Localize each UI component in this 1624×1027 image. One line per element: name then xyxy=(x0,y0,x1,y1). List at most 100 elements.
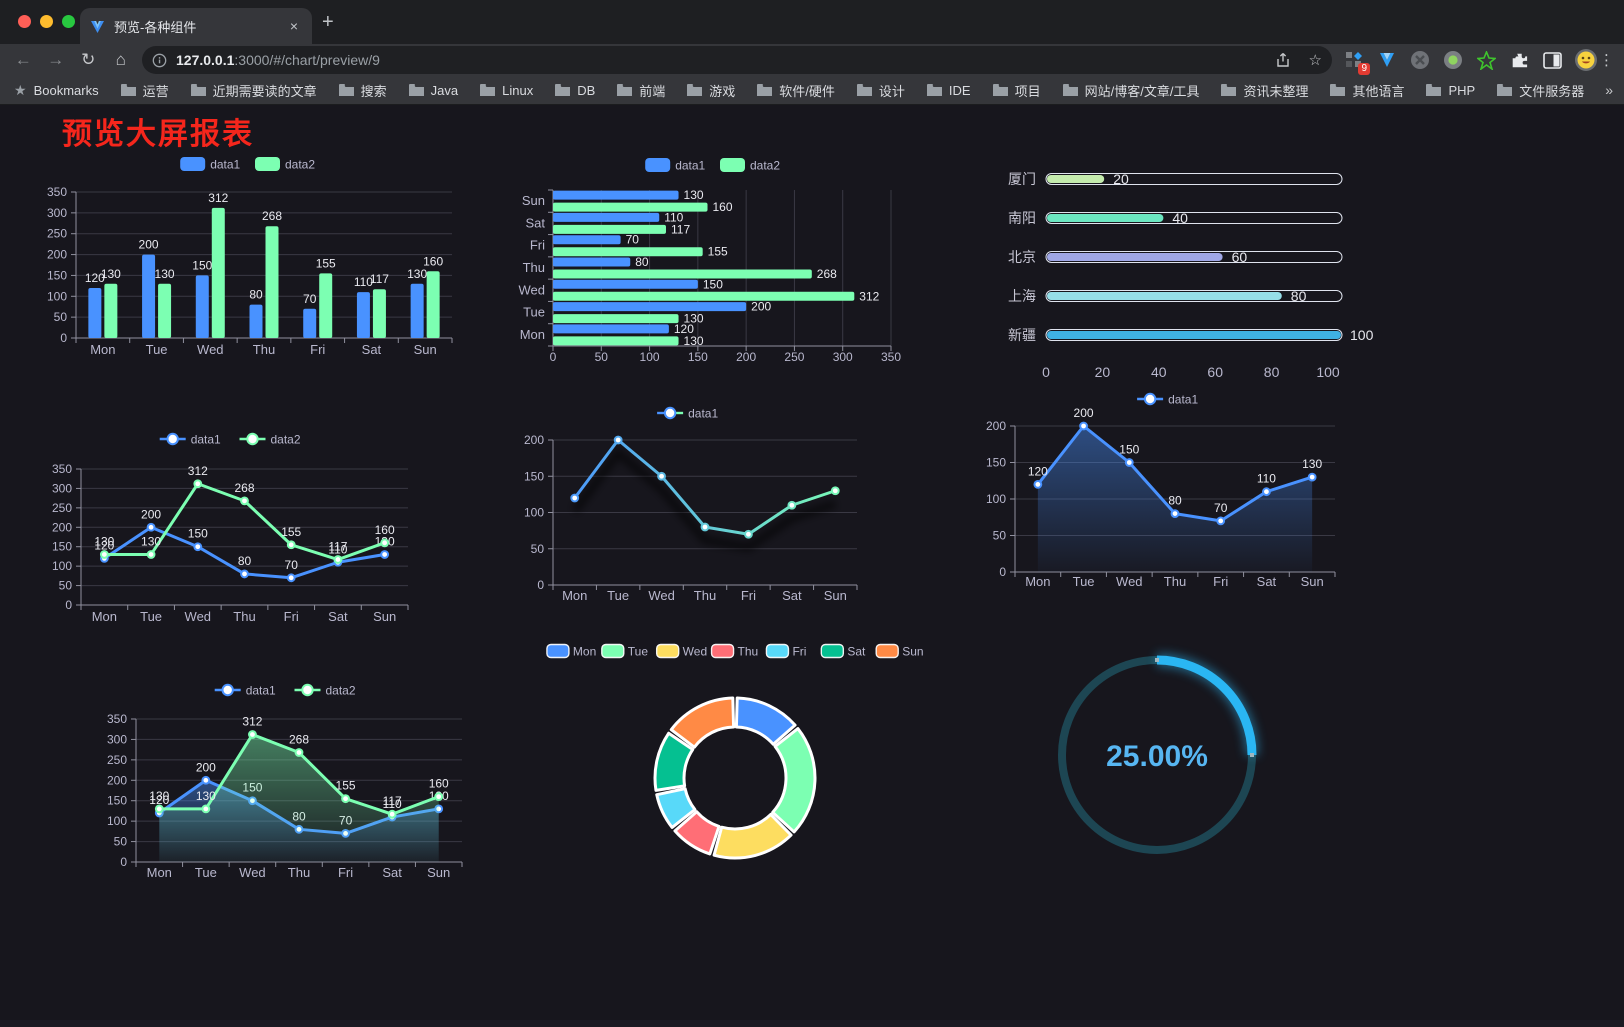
home-icon[interactable]: ⌂ xyxy=(115,50,126,69)
folder-icon xyxy=(757,84,773,96)
folder-icon xyxy=(926,84,942,96)
vue-devtools-icon[interactable] xyxy=(1377,50,1397,70)
svg-text:70: 70 xyxy=(1214,501,1228,515)
svg-text:Thu: Thu xyxy=(288,865,310,880)
reload-icon[interactable]: ↻ xyxy=(81,50,96,69)
svg-text:200: 200 xyxy=(107,773,127,787)
folder-icon xyxy=(687,84,703,96)
bookmark-star-icon[interactable]: ☆ xyxy=(1308,52,1322,69)
donut-pie-chart[interactable]: Mon Tue Wed Thu Fri Sat Sun xyxy=(530,636,940,881)
folder-icon xyxy=(856,84,872,96)
svg-text:Mon: Mon xyxy=(520,327,545,342)
svg-text:200: 200 xyxy=(524,433,544,447)
city-progress-bars-chart[interactable]: 厦门 20 南阳 40 北京 60 上海 80 新疆 100 0 20 40 60 80 100 xyxy=(990,155,1385,395)
svg-text:120: 120 xyxy=(94,538,114,552)
bookmark-folder[interactable]: Java xyxy=(408,83,458,98)
svg-text:200: 200 xyxy=(986,419,1006,433)
svg-text:100: 100 xyxy=(47,289,67,303)
recorder-circle-icon[interactable] xyxy=(1443,50,1463,70)
bookmark-folder[interactable]: 设计 xyxy=(856,81,905,100)
bookmark-folder[interactable]: 网站/博客/文章/工具 xyxy=(1062,81,1199,100)
folder-icon xyxy=(338,84,354,96)
bookmark-folder[interactable]: PHP xyxy=(1425,83,1475,98)
svg-text:250: 250 xyxy=(784,350,804,364)
bookmark-folder[interactable]: 近期需要读的文章 xyxy=(190,81,317,100)
bookmark-folder[interactable]: IDE xyxy=(926,83,971,98)
svg-text:160: 160 xyxy=(713,200,733,214)
bookmark-item-bookmarks[interactable]: ★ Bookmarks xyxy=(14,81,99,98)
svg-text:350: 350 xyxy=(107,712,127,726)
svg-text:data1: data1 xyxy=(1168,392,1198,406)
svg-text:300: 300 xyxy=(47,206,67,220)
svg-text:80: 80 xyxy=(635,255,649,269)
bookmark-folder[interactable]: 项目 xyxy=(992,81,1041,100)
horizontal-bar-chart[interactable]: 0 50 100 150 200 250 300 350 Sun 130 160 Sat 110 117 F… xyxy=(505,150,925,370)
svg-text:Tue: Tue xyxy=(140,609,162,624)
browser-toolbar: ← → ↻ ⌂ 127.0.0.1:3000/#/chart/preview/9… xyxy=(0,44,1624,76)
svg-text:Sun: Sun xyxy=(902,644,923,658)
menu-kebab-icon[interactable]: ⋮ xyxy=(1599,52,1614,69)
back-icon[interactable]: ← xyxy=(14,50,32,69)
svg-text:200: 200 xyxy=(141,507,161,521)
two-series-line-chart[interactable]: 0 50 100 150 200 250 300 350 Mon Tue Wed Thu Fri Sat S… xyxy=(45,425,420,640)
svg-text:130: 130 xyxy=(94,534,114,548)
svg-text:0: 0 xyxy=(120,855,127,869)
bookmark-folder[interactable]: DB xyxy=(554,83,595,98)
svg-text:Fri: Fri xyxy=(741,588,756,603)
gauge-progress-chart[interactable]: 25.00% xyxy=(1043,638,1273,878)
extension-badge: 9 xyxy=(1358,63,1370,75)
profile-avatar[interactable] xyxy=(1575,49,1597,71)
browser-tab[interactable]: 预览-各种组件 × xyxy=(80,8,312,44)
svg-text:300: 300 xyxy=(107,732,127,746)
svg-text:50: 50 xyxy=(993,529,1007,543)
bookmark-folder[interactable]: 软件/硬件 xyxy=(756,81,835,100)
bookmark-folder[interactable]: 搜索 xyxy=(338,81,387,100)
svg-text:data1: data1 xyxy=(688,406,718,420)
svg-text:Fri: Fri xyxy=(530,238,545,253)
gauge-canvas: 25.00% xyxy=(1055,653,1259,857)
close-window-button[interactable] xyxy=(18,15,31,28)
svg-text:120: 120 xyxy=(85,271,105,285)
svg-text:Thu: Thu xyxy=(523,260,545,275)
extension-circle-dark-icon[interactable] xyxy=(1410,50,1430,70)
bookmark-folder[interactable]: Linux xyxy=(479,83,533,98)
bookmark-folder[interactable]: 其他语言 xyxy=(1329,81,1404,100)
svg-text:data2: data2 xyxy=(750,158,780,172)
two-series-area-chart[interactable]: 0 50 100 150 200 250 300 350 Mon Tue Wed Thu Fri Sat S… xyxy=(100,677,475,887)
new-tab-button[interactable]: + xyxy=(322,11,334,33)
site-info-icon[interactable] xyxy=(152,53,167,68)
address-bar[interactable]: 127.0.0.1:3000/#/chart/preview/9 ☆ xyxy=(142,46,1332,74)
bookmarks-overflow-chevron[interactable]: » xyxy=(1605,82,1614,98)
svg-text:厦门: 厦门 xyxy=(1008,171,1036,187)
forward-icon[interactable]: → xyxy=(47,50,65,69)
gradient-line-chart[interactable]: 0 50 100 150 200 Mon Tue Wed Thu Fri Sat Sun data1 xyxy=(505,400,875,610)
svg-text:Wed: Wed xyxy=(519,282,546,297)
extensions-puzzle-icon[interactable] xyxy=(1509,50,1529,70)
folder-icon xyxy=(1330,84,1346,96)
folder-icon xyxy=(1062,84,1078,96)
svg-text:160: 160 xyxy=(429,777,449,791)
svg-text:Sun: Sun xyxy=(373,609,396,624)
share-icon[interactable] xyxy=(1275,52,1291,69)
bookmark-folder[interactable]: 文件服务器 xyxy=(1496,81,1584,100)
side-panel-icon[interactable] xyxy=(1542,50,1562,70)
svg-text:Wed: Wed xyxy=(648,588,675,603)
devtools-extension-icon[interactable]: 9 xyxy=(1344,50,1370,75)
svg-text:data1: data1 xyxy=(210,157,240,171)
bookmark-folder[interactable]: 前端 xyxy=(616,81,665,100)
svg-text:Sat: Sat xyxy=(382,865,402,880)
bookmark-folder[interactable]: 运营 xyxy=(120,81,169,100)
bookmark-folder[interactable]: 资讯未整理 xyxy=(1220,81,1308,100)
maximize-window-button[interactable] xyxy=(62,15,75,28)
area-line-chart[interactable]: 0 50 100 150 200 Mon Tue Wed Thu Fri Sat Sun 120 200 1… xyxy=(985,388,1355,593)
svg-text:Sun: Sun xyxy=(522,193,545,208)
minimize-window-button[interactable] xyxy=(40,15,53,28)
folder-icon xyxy=(555,84,571,96)
tab-close-icon[interactable]: × xyxy=(289,18,298,34)
svg-text:0: 0 xyxy=(550,350,557,364)
bookmark-folder[interactable]: 游戏 xyxy=(686,81,735,100)
grouped-bar-chart[interactable]: 0 50 100 150 200 250 300 350 Mon Tue Wed Thu Fri Sat S… xyxy=(40,148,460,378)
green-star-extension-icon[interactable] xyxy=(1476,50,1496,70)
svg-text:200: 200 xyxy=(751,300,771,314)
